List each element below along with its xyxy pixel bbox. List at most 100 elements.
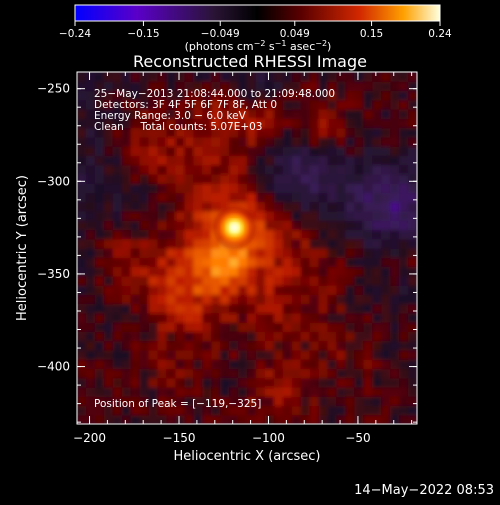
- heatmap-cell: [273, 109, 284, 119]
- heatmap-cell: [300, 322, 311, 332]
- heatmap-cell: [130, 405, 141, 416]
- heatmap-cell: [390, 109, 400, 119]
- heatmap-cell: [166, 173, 177, 184]
- heatmap-cell: [354, 396, 364, 407]
- heatmap-cell: [390, 81, 400, 92]
- heatmap-cell: [408, 294, 417, 305]
- heatmap-cell: [336, 127, 347, 138]
- heatmap-cell: [345, 136, 355, 147]
- heatmap-cell: [238, 331, 248, 342]
- annotation-energy: Energy Range: 3.0 − 6.0 keV: [94, 110, 247, 122]
- heatmap-cell: [130, 136, 141, 147]
- heatmap-cell: [300, 312, 311, 323]
- colorbar: [74, 4, 441, 22]
- heatmap-cell: [130, 275, 141, 286]
- heatmap-cell: [408, 72, 417, 82]
- heatmap-cell: [363, 322, 373, 332]
- footer-date: 14−May−2022 08:53: [354, 483, 494, 498]
- heatmap-cell: [148, 192, 159, 203]
- heatmap-cell: [229, 266, 239, 277]
- heatmap-cell: [238, 405, 248, 416]
- heatmap-cell: [273, 99, 284, 110]
- heatmap-cell: [408, 210, 417, 221]
- heatmap-cell: [193, 192, 203, 203]
- heatmap-cell: [211, 72, 221, 82]
- heatmap-cell: [247, 303, 257, 314]
- heatmap-cell: [354, 414, 364, 424]
- heatmap-cell: [77, 368, 87, 379]
- heatmap-cell: [103, 248, 114, 258]
- heatmap-cell: [112, 109, 123, 119]
- heatmap-cell: [372, 312, 382, 323]
- heatmap-cell: [238, 368, 248, 379]
- heatmap-cell: [354, 192, 364, 203]
- heatmap-cell: [220, 414, 230, 424]
- heatmap-cell: [408, 229, 417, 240]
- heatmap-cell: [85, 285, 96, 295]
- heatmap-cell: [318, 248, 329, 258]
- heatmap-cell: [148, 183, 159, 194]
- heatmap-cell: [202, 396, 212, 407]
- heatmap-cell: [300, 118, 311, 129]
- heatmap-cell: [77, 183, 87, 194]
- heatmap-cell: [193, 127, 203, 138]
- heatmap-cell: [139, 275, 150, 286]
- heatmap-cell: [264, 331, 275, 342]
- heatmap-cell: [175, 136, 185, 147]
- heatmap-cell: [282, 349, 293, 360]
- heatmap-cell: [148, 368, 159, 379]
- heatmap-cell: [211, 331, 221, 342]
- heatmap-cell: [327, 349, 338, 360]
- heatmap-cell: [166, 340, 177, 351]
- heatmap-cell: [390, 359, 400, 370]
- heatmap-cell: [220, 136, 230, 147]
- heatmap-cell: [390, 312, 400, 323]
- heatmap-cell: [77, 127, 87, 138]
- heatmap-cell: [166, 275, 177, 286]
- heatmap-cell: [291, 127, 302, 138]
- heatmap-cell: [157, 359, 168, 370]
- heatmap-cell: [309, 118, 320, 129]
- heatmap-cell: [103, 266, 114, 277]
- heatmap-cell: [103, 414, 114, 424]
- heatmap-cell: [363, 248, 373, 258]
- heatmap-cell: [202, 201, 212, 212]
- x-tick-labels: −200 −150 −100 −50: [73, 431, 371, 445]
- heatmap-cell: [291, 396, 302, 407]
- colorbar-tick-label: −0.24: [59, 28, 91, 40]
- colorbar-tick-label: 0.15: [360, 28, 383, 40]
- heatmap-cell: [193, 99, 203, 110]
- heatmap-cell: [166, 136, 177, 147]
- heatmap-cell: [300, 248, 311, 258]
- heatmap-cell: [166, 248, 177, 258]
- heatmap-cell: [408, 192, 417, 203]
- heatmap-cell: [372, 368, 382, 379]
- heatmap-cell: [166, 238, 177, 249]
- heatmap-cell: [390, 118, 400, 129]
- heatmap-cell: [390, 377, 400, 388]
- heatmap-cell: [112, 229, 123, 240]
- heatmap-cell: [184, 229, 194, 240]
- heatmap-cell: [318, 386, 329, 397]
- heatmap-cell: [318, 331, 329, 342]
- heatmap-cell: [112, 266, 123, 277]
- heatmap-cell: [282, 164, 293, 175]
- heatmap-cell: [381, 285, 391, 295]
- heatmap-cell: [85, 322, 96, 332]
- heatmap-cell: [399, 303, 409, 314]
- heatmap-cell: [121, 294, 132, 305]
- heatmap-cell: [77, 90, 87, 101]
- heatmap-cell: [282, 359, 293, 370]
- heatmap-cell: [408, 331, 417, 342]
- heatmap-cell: [408, 99, 417, 110]
- heatmap-cell: [345, 377, 355, 388]
- heatmap-cell: [130, 349, 141, 360]
- heatmap-cell: [309, 248, 320, 258]
- heatmap-cell: [318, 294, 329, 305]
- heatmap-cell: [282, 210, 293, 221]
- heatmap-cell: [85, 229, 96, 240]
- heatmap-cell: [139, 414, 150, 424]
- heatmap-cell: [229, 257, 239, 268]
- heatmap-cell: [77, 155, 87, 166]
